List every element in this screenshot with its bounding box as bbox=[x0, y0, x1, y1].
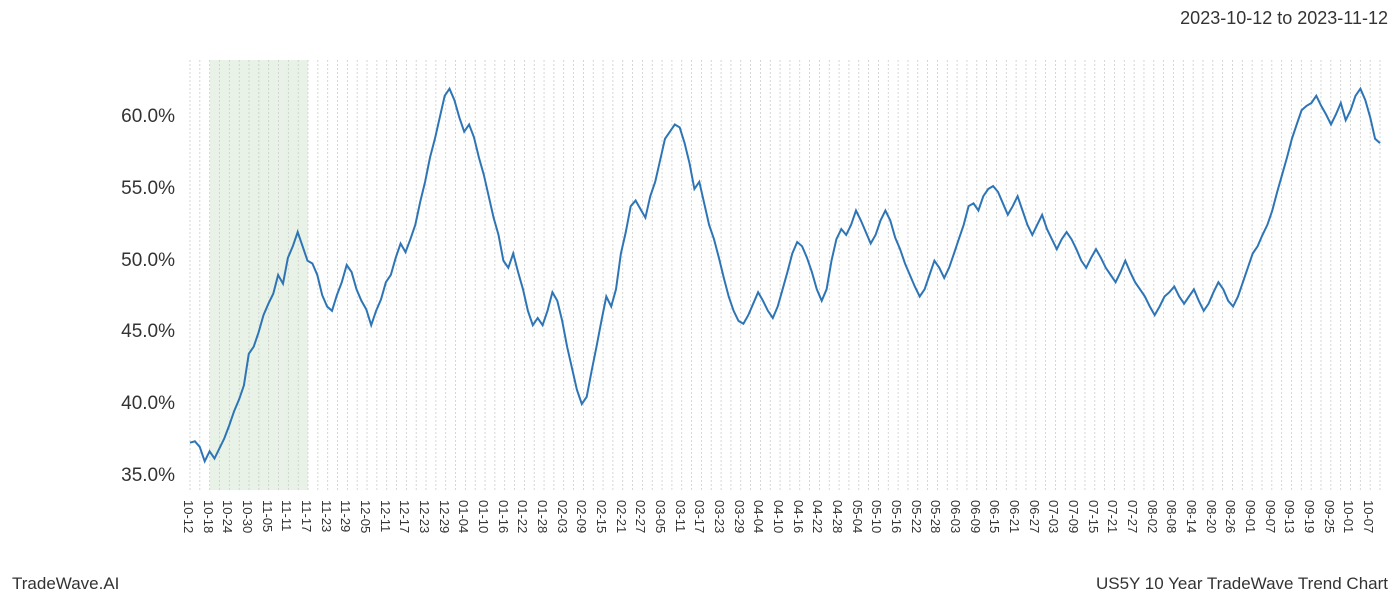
x-tick-label: 03-11 bbox=[673, 500, 688, 532]
x-tick-label: 11-29 bbox=[338, 500, 353, 532]
x-tick-label: 06-27 bbox=[1027, 500, 1042, 533]
x-tick-label: 10-24 bbox=[220, 500, 235, 533]
y-tick-label: 40.0% bbox=[95, 393, 175, 415]
x-tick-label: 04-28 bbox=[830, 500, 845, 533]
x-tick-label: 02-27 bbox=[633, 500, 648, 533]
x-tick-label: 04-04 bbox=[751, 500, 766, 533]
x-tick-label: 12-05 bbox=[358, 500, 373, 533]
x-tick-label: 05-16 bbox=[889, 500, 904, 533]
x-tick-label: 12-23 bbox=[417, 500, 432, 533]
x-tick-label: 11-05 bbox=[260, 500, 275, 532]
x-tick-label: 10-18 bbox=[201, 500, 216, 533]
x-tick-label: 01-10 bbox=[476, 500, 491, 533]
x-tick-label: 04-10 bbox=[771, 500, 786, 533]
trend-line bbox=[190, 89, 1380, 462]
x-tick-label: 11-23 bbox=[319, 500, 334, 532]
x-tick-label: 04-22 bbox=[810, 500, 825, 533]
x-tick-label: 03-23 bbox=[712, 500, 727, 533]
x-tick-label: 07-21 bbox=[1105, 500, 1120, 533]
x-tick-label: 12-29 bbox=[437, 500, 452, 533]
x-tick-label: 08-08 bbox=[1164, 500, 1179, 533]
x-tick-label: 06-21 bbox=[1007, 500, 1022, 533]
y-tick-label: 55.0% bbox=[95, 178, 175, 200]
x-tick-label: 01-04 bbox=[456, 500, 471, 533]
y-tick-label: 45.0% bbox=[95, 321, 175, 343]
x-tick-label: 09-01 bbox=[1243, 500, 1258, 533]
x-tick-label: 06-03 bbox=[948, 500, 963, 533]
plot-region bbox=[190, 60, 1380, 490]
x-tick-label: 02-09 bbox=[574, 500, 589, 533]
x-tick-label: 03-29 bbox=[732, 500, 747, 533]
x-tick-label: 10-12 bbox=[181, 500, 196, 533]
x-tick-label: 03-17 bbox=[692, 500, 707, 533]
x-tick-label: 10-07 bbox=[1361, 500, 1376, 533]
x-tick-label: 09-19 bbox=[1302, 500, 1317, 533]
x-tick-label: 08-02 bbox=[1145, 500, 1160, 533]
x-tick-label: 08-26 bbox=[1223, 500, 1238, 533]
x-tick-label: 10-01 bbox=[1341, 500, 1356, 533]
grid-lines bbox=[190, 60, 1380, 490]
x-tick-label: 05-10 bbox=[869, 500, 884, 533]
x-tick-label: 05-28 bbox=[928, 500, 943, 533]
x-tick-label: 12-11 bbox=[378, 500, 393, 532]
x-tick-label: 04-16 bbox=[791, 500, 806, 533]
x-tick-label: 02-21 bbox=[614, 500, 629, 533]
x-tick-label: 07-27 bbox=[1125, 500, 1140, 533]
x-tick-label: 02-15 bbox=[594, 500, 609, 533]
x-tick-label: 01-22 bbox=[515, 500, 530, 533]
x-tick-label: 11-17 bbox=[299, 500, 314, 532]
x-tick-label: 12-17 bbox=[397, 500, 412, 533]
x-tick-label: 03-05 bbox=[653, 500, 668, 533]
x-tick-label: 05-04 bbox=[850, 500, 865, 533]
x-tick-label: 08-20 bbox=[1204, 500, 1219, 533]
x-tick-label: 07-15 bbox=[1086, 500, 1101, 533]
chart-title-label: US5Y 10 Year TradeWave Trend Chart bbox=[1096, 574, 1388, 594]
date-range-label: 2023-10-12 to 2023-11-12 bbox=[1180, 8, 1388, 29]
x-tick-label: 05-22 bbox=[909, 500, 924, 533]
y-tick-label: 60.0% bbox=[95, 106, 175, 128]
x-tick-label: 09-25 bbox=[1322, 500, 1337, 533]
y-tick-label: 35.0% bbox=[95, 465, 175, 487]
brand-label: TradeWave.AI bbox=[12, 574, 119, 594]
x-tick-label: 11-11 bbox=[279, 500, 294, 531]
x-tick-label: 02-03 bbox=[555, 500, 570, 533]
y-tick-label: 50.0% bbox=[95, 250, 175, 272]
x-tick-label: 06-09 bbox=[968, 500, 983, 533]
x-tick-label: 10-30 bbox=[240, 500, 255, 533]
x-tick-label: 01-16 bbox=[496, 500, 511, 533]
x-tick-label: 07-09 bbox=[1066, 500, 1081, 533]
x-tick-label: 01-28 bbox=[535, 500, 550, 533]
chart-svg bbox=[190, 60, 1380, 490]
chart-container: 35.0% 40.0% 45.0% 50.0% 55.0% 60.0% 10-12 10-1… bbox=[0, 40, 1400, 560]
x-tick-label: 09-07 bbox=[1263, 500, 1278, 533]
x-tick-label: 09-13 bbox=[1282, 500, 1297, 533]
x-tick-label: 06-15 bbox=[987, 500, 1002, 533]
x-tick-label: 07-03 bbox=[1046, 500, 1061, 533]
x-tick-label: 08-14 bbox=[1184, 500, 1199, 533]
